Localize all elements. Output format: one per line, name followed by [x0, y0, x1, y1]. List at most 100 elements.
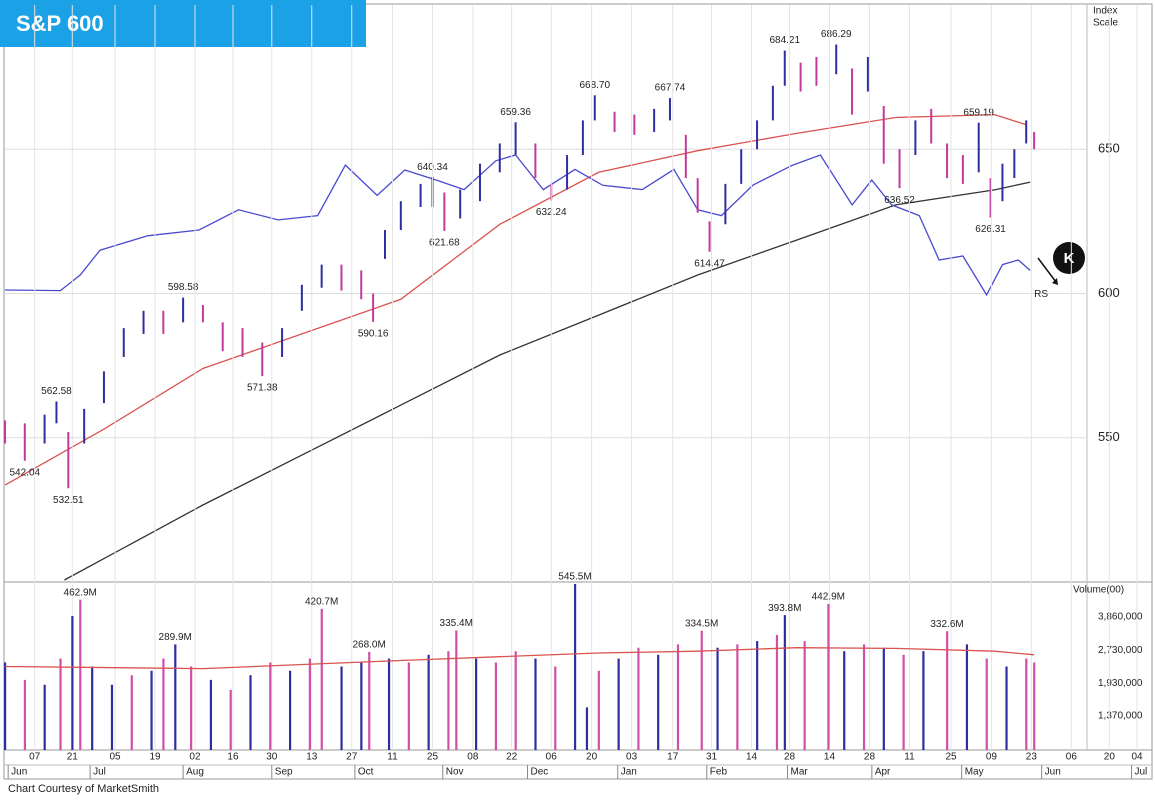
title-badge	[0, 0, 366, 47]
price-annotation: 562.58	[41, 386, 72, 397]
x-tick-label: 14	[824, 752, 836, 763]
volume-bar	[308, 658, 311, 750]
price-annotation: 590.16	[358, 329, 389, 340]
volume-bar	[59, 658, 62, 750]
month-label: Feb	[710, 767, 728, 778]
x-tick-label: 02	[189, 752, 201, 763]
y-label: Scale	[1093, 18, 1118, 29]
y-tick-label: 2,730,000	[1098, 645, 1143, 656]
volume-bar	[1033, 662, 1036, 750]
month-label: May	[965, 767, 984, 778]
volume-label: 332.6M	[930, 619, 963, 630]
price-annotation: 659.19	[963, 107, 994, 118]
y-tick-label: 1,370,000	[1098, 711, 1143, 722]
volume-label: 289.9M	[159, 632, 192, 643]
logo-text: K	[1064, 250, 1075, 267]
volume-bar	[985, 658, 988, 750]
volume-label: 393.8M	[768, 603, 801, 614]
x-tick-label: 03	[626, 752, 638, 763]
volume-label: 442.9M	[812, 592, 845, 603]
volume-bar	[902, 654, 905, 750]
volume-bar	[475, 658, 478, 750]
month-label: Aug	[186, 767, 204, 778]
x-tick-label: 28	[784, 752, 796, 763]
volume-bar	[554, 666, 557, 750]
y-label: Index	[1093, 6, 1117, 17]
volume-bar	[368, 651, 371, 750]
x-tick-label: 06	[1066, 752, 1078, 763]
month-label: Dec	[530, 767, 548, 778]
price-annotation: 598.58	[168, 282, 199, 293]
x-tick-label: 11	[387, 752, 398, 763]
volume-bar	[71, 616, 74, 750]
x-tick-label: 14	[746, 752, 758, 763]
volume-label: Volume(00)	[1073, 585, 1124, 596]
volume-bar	[922, 651, 925, 750]
month-label: Nov	[446, 767, 464, 778]
volume-bar	[427, 654, 430, 750]
volume-bar	[756, 641, 759, 750]
x-tick-label: 22	[506, 752, 518, 763]
price-annotation: 659.36	[500, 107, 531, 118]
volume-bar	[514, 651, 517, 750]
title: S&P 600	[16, 11, 104, 36]
line	[4, 154, 1031, 297]
x-tick-label: 06	[546, 752, 558, 763]
x-tick-label: 09	[986, 752, 998, 763]
volume-bar	[447, 651, 450, 750]
month-label: Jan	[621, 767, 637, 778]
line	[64, 181, 1031, 581]
footer: Chart Courtesy of MarketSmith	[8, 783, 159, 795]
volume-bar	[827, 603, 830, 750]
x-tick-label: 19	[149, 752, 161, 763]
x-tick-label: 20	[586, 752, 598, 763]
x-tick-label: 25	[427, 752, 439, 763]
volume-bar	[79, 599, 82, 750]
volume-bar	[700, 630, 703, 750]
volume-bar	[1025, 658, 1028, 750]
month-label: Mar	[791, 767, 809, 778]
rs-arrow	[1037, 257, 1057, 283]
volume-bar	[455, 630, 458, 750]
y-tick-label: 1,930,000	[1098, 678, 1143, 689]
price-annotation: 636.52	[884, 195, 915, 206]
volume-label: 462.9M	[64, 587, 97, 598]
volume-bar	[534, 658, 537, 750]
x-tick-label: 30	[266, 752, 278, 763]
volume-bar	[150, 670, 153, 750]
month-label: Apr	[875, 767, 891, 778]
volume-bar	[965, 644, 969, 750]
volume-bar	[387, 658, 391, 750]
month-label: Sep	[275, 767, 293, 778]
volume-label: 268.0M	[352, 640, 385, 651]
series-label: RS	[1034, 289, 1048, 300]
month-label: Jun	[1045, 767, 1061, 778]
x-tick-label: 17	[667, 752, 679, 763]
volume-bar	[209, 679, 213, 750]
volume-bar	[946, 631, 949, 750]
volume-bar	[637, 647, 640, 750]
x-tick-label: 07	[29, 752, 41, 763]
x-tick-label: 04	[1131, 752, 1143, 763]
volume-bar	[320, 608, 323, 750]
price-annotation: 571.38	[247, 383, 278, 394]
volume-bar	[130, 675, 133, 750]
volume-bar	[91, 666, 94, 750]
volume-bar	[162, 658, 165, 750]
price-annotation: 614.47	[694, 258, 725, 269]
volume-bar	[340, 666, 343, 750]
price-annotation: 626.31	[975, 224, 1006, 235]
line	[4, 113, 1027, 486]
month-label: Jul	[1135, 767, 1148, 778]
volume-bar	[288, 670, 292, 750]
price-annotation: 532.51	[53, 495, 84, 506]
rs-arrowhead	[1052, 278, 1058, 285]
volume-bar	[783, 615, 786, 750]
volume-bar	[617, 658, 620, 750]
volume-bar	[862, 644, 866, 750]
volume-bar	[803, 641, 806, 750]
volume-bar	[43, 684, 46, 750]
month-label: Oct	[358, 767, 374, 778]
price-annotation: 668.70	[579, 80, 610, 91]
y-tick-label: 3,860,000	[1098, 612, 1143, 623]
